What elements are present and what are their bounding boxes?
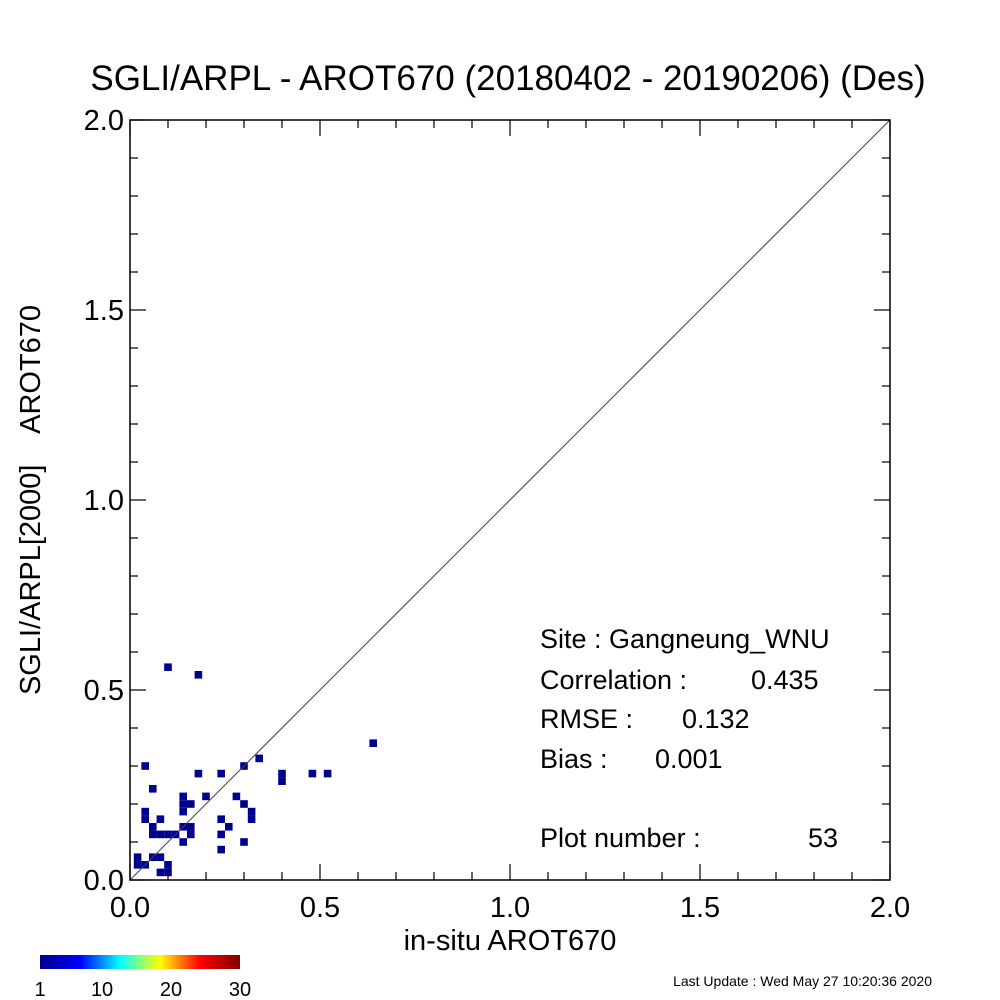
chart-title: SGLI/ARPL - AROT670 (20180402 - 20190206… [90, 59, 925, 98]
y-tick-label: 1.5 [84, 295, 124, 327]
plot-number-value: 53 [808, 823, 838, 853]
density-cell [133, 861, 142, 869]
density-cell [194, 769, 203, 778]
density-cell [141, 815, 149, 823]
density-cell [278, 769, 286, 778]
density-cell [149, 785, 157, 793]
density-cell [202, 792, 210, 801]
density-cell [217, 769, 225, 778]
density-cell [240, 838, 248, 846]
density-cell [149, 823, 157, 831]
y-tick-label: 0.5 [84, 675, 124, 707]
density-cell [247, 807, 256, 816]
density-cell [323, 769, 332, 778]
x-tick-label: 0.0 [110, 892, 150, 924]
colorbar-tick-label: 20 [160, 979, 182, 1000]
last-update-text: Last Update : Wed May 27 10:20:36 2020 [673, 973, 932, 989]
density-cell [278, 777, 286, 785]
density-cell [217, 845, 225, 854]
one-to-one-line [129, 119, 891, 881]
density-cell [179, 807, 187, 816]
density-cell [217, 830, 225, 839]
density-cell [156, 830, 165, 839]
y-tick-label: 1.0 [84, 485, 124, 517]
density-cell [255, 754, 263, 763]
y-tick-label: 2.0 [84, 105, 124, 137]
density-cell [156, 815, 165, 823]
density-cell [187, 823, 195, 831]
x-tick-label: 1.5 [680, 892, 720, 924]
density-cell [308, 769, 317, 778]
density-cell [240, 800, 248, 808]
bias-value: 0.001 [655, 744, 723, 774]
density-cell [179, 800, 187, 808]
density-cell [156, 853, 165, 861]
density-cell [194, 671, 203, 679]
density-cell [141, 807, 149, 816]
y-axis-label: SGLI/ARPL[2000] AROT670 [15, 305, 47, 695]
density-cell [179, 838, 187, 846]
plot-number-label: Plot number : [540, 823, 701, 853]
density-cell [149, 830, 157, 839]
density-cell [217, 815, 225, 823]
density-cell [247, 815, 256, 823]
x-tick-label: 2.0 [870, 892, 910, 924]
stats-annotations: Site : Gangneung_WNU Correlation : 0.435… [540, 624, 838, 853]
rmse-value: 0.132 [682, 704, 750, 734]
density-cell [225, 823, 233, 831]
density-cell [232, 792, 241, 801]
x-axis-label: in-situ AROT670 [404, 925, 617, 957]
colorbar-tick-label: 1 [34, 979, 45, 1000]
density-cell [141, 762, 149, 770]
colorbar-tick-label: 10 [91, 979, 113, 1000]
density-cell [187, 830, 195, 839]
density-cell [156, 868, 165, 877]
density-cell [164, 861, 172, 869]
rmse-label: RMSE : [540, 704, 633, 734]
density-cell [179, 792, 187, 801]
density-cells [133, 663, 377, 877]
correlation-label: Correlation : [540, 665, 687, 695]
colorbar-tick-label: 30 [229, 979, 251, 1000]
axis-ticks [129, 119, 891, 881]
density-cell [187, 800, 195, 808]
x-tick-label: 1.0 [490, 892, 530, 924]
site-label: Site : Gangneung_WNU [540, 624, 830, 654]
density-cell [164, 663, 172, 671]
bias-label: Bias : [540, 744, 608, 774]
x-tick-label: 0.5 [300, 892, 340, 924]
colorbar [40, 955, 240, 969]
density-cell [133, 853, 142, 861]
density-cell [164, 830, 172, 839]
y-tick-label: 0.0 [84, 865, 124, 897]
correlation-value: 0.435 [751, 665, 819, 695]
density-cell [369, 739, 377, 747]
